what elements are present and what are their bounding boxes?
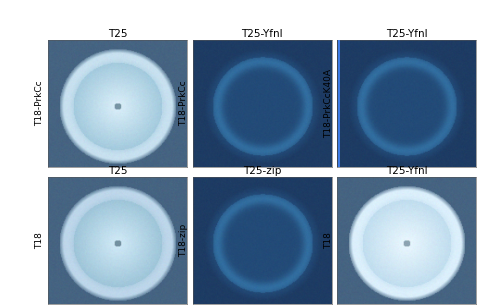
Y-axis label: T18: T18 (324, 232, 332, 249)
Title: T25-zip: T25-zip (242, 166, 281, 176)
Title: T25: T25 (108, 29, 127, 39)
Y-axis label: T18-PrkCc: T18-PrkCc (179, 80, 188, 126)
Title: T25-YfnI: T25-YfnI (241, 29, 282, 39)
Title: T25-YfnI: T25-YfnI (385, 166, 427, 176)
Y-axis label: T18: T18 (35, 232, 44, 249)
Y-axis label: T18-zip: T18-zip (179, 224, 188, 257)
Y-axis label: T18-PrkCcK40A: T18-PrkCcK40A (324, 69, 332, 138)
Title: T25: T25 (108, 166, 127, 176)
Y-axis label: T18-PrkCc: T18-PrkCc (35, 80, 44, 126)
Title: T25-YfnI: T25-YfnI (385, 29, 427, 39)
